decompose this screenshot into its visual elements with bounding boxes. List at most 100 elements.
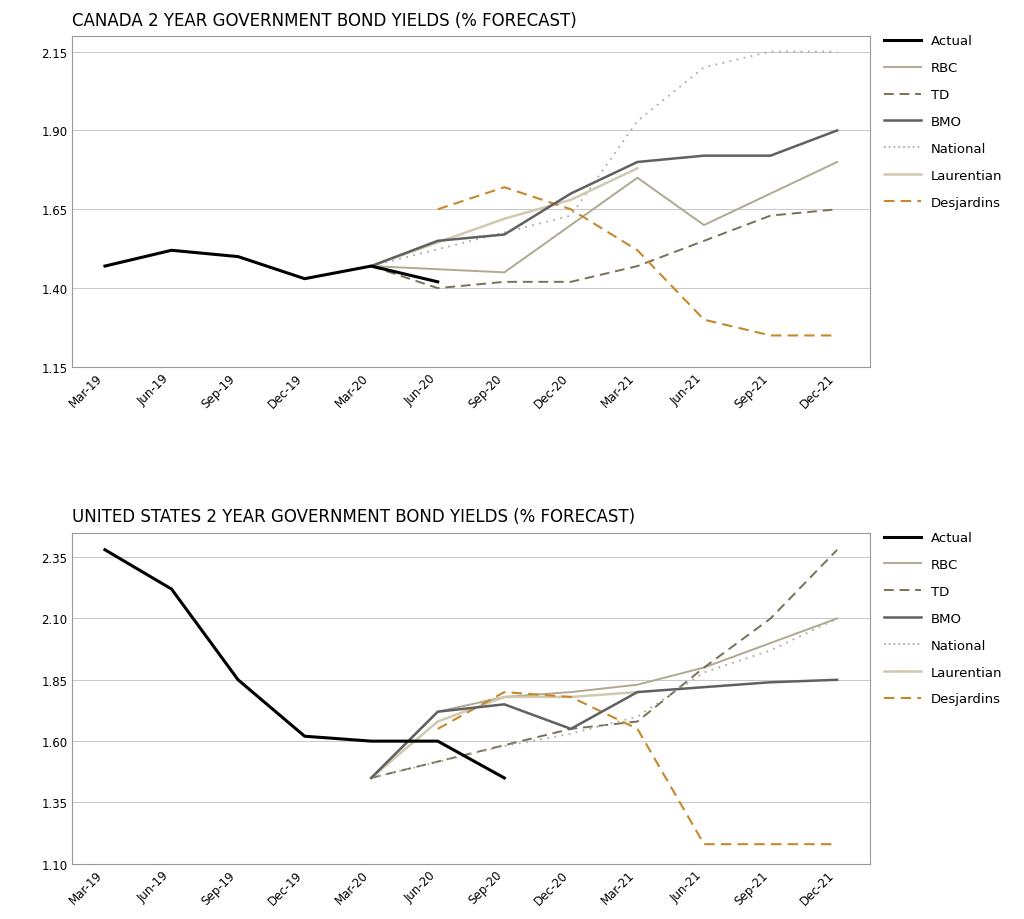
Laurentian (631, 164, 644, 175)
BMO (499, 230, 511, 241)
Legend: Actual, RBC, TD, BMO, National, Laurentian, Desjardins: Actual, RBC, TD, BMO, National, Laurenti… (879, 527, 1008, 711)
TD (764, 613, 777, 624)
RBC (831, 613, 844, 624)
RBC (499, 267, 511, 278)
BMO (631, 157, 644, 168)
Line: Desjardins: Desjardins (438, 188, 838, 336)
Desjardins (432, 205, 444, 216)
Line: RBC: RBC (372, 163, 838, 273)
Actual (231, 252, 245, 263)
RBC (631, 679, 644, 690)
BMO (698, 682, 711, 693)
RBC (432, 707, 444, 718)
Actual (299, 274, 311, 285)
Line: Laurentian: Laurentian (372, 169, 637, 267)
National (764, 645, 777, 656)
RBC (631, 173, 644, 184)
BMO (698, 151, 711, 162)
Desjardins (631, 723, 644, 734)
Actual (432, 736, 444, 747)
Actual (299, 731, 311, 742)
National (631, 117, 644, 128)
Desjardins (764, 331, 777, 342)
Desjardins (499, 686, 511, 698)
Line: Desjardins: Desjardins (438, 692, 838, 845)
Desjardins (698, 315, 711, 326)
National (631, 711, 644, 722)
Line: TD: TD (372, 550, 838, 778)
Actual (366, 736, 378, 747)
National (764, 47, 777, 58)
BMO (432, 236, 444, 247)
Desjardins (831, 839, 844, 850)
TD (831, 545, 844, 556)
RBC (499, 692, 511, 703)
BMO (831, 675, 844, 686)
Line: National: National (372, 52, 838, 267)
National (366, 773, 378, 784)
BMO (565, 188, 578, 199)
Actual (499, 773, 511, 784)
National (698, 667, 711, 678)
BMO (366, 773, 378, 784)
Actual (231, 675, 245, 686)
Actual (166, 584, 178, 595)
Legend: Actual, RBC, TD, BMO, National, Laurentian, Desjardins: Actual, RBC, TD, BMO, National, Laurenti… (879, 30, 1008, 215)
RBC (831, 157, 844, 168)
National (831, 47, 844, 58)
Actual (98, 545, 112, 556)
TD (698, 663, 711, 674)
Laurentian (366, 773, 378, 784)
TD (432, 283, 444, 294)
TD (631, 716, 644, 727)
Text: UNITED STATES 2 YEAR GOVERNMENT BOND YIELDS (% FORECAST): UNITED STATES 2 YEAR GOVERNMENT BOND YIE… (72, 508, 635, 526)
Laurentian (565, 692, 578, 703)
Desjardins (764, 839, 777, 850)
Desjardins (565, 692, 578, 703)
RBC (764, 638, 777, 649)
Line: RBC: RBC (372, 618, 838, 778)
Laurentian (432, 716, 444, 727)
RBC (366, 261, 378, 272)
BMO (499, 699, 511, 710)
BMO (432, 707, 444, 718)
Desjardins (698, 839, 711, 850)
Laurentian (499, 214, 511, 225)
Line: Actual: Actual (105, 550, 505, 778)
Desjardins (432, 723, 444, 734)
National (565, 210, 578, 221)
Line: BMO: BMO (372, 131, 838, 267)
National (831, 613, 844, 624)
BMO (831, 126, 844, 137)
BMO (565, 723, 578, 734)
BMO (764, 677, 777, 688)
BMO (764, 151, 777, 162)
RBC (698, 221, 711, 232)
Laurentian (366, 261, 378, 272)
Actual (166, 245, 178, 256)
Actual (366, 261, 378, 272)
Laurentian (499, 692, 511, 703)
Desjardins (499, 183, 511, 194)
Actual (432, 277, 444, 288)
TD (366, 261, 378, 272)
Line: Laurentian: Laurentian (372, 692, 637, 778)
Laurentian (631, 686, 644, 698)
TD (631, 261, 644, 272)
TD (499, 277, 511, 288)
Text: CANADA 2 YEAR GOVERNMENT BOND YIELDS (% FORECAST): CANADA 2 YEAR GOVERNMENT BOND YIELDS (% … (72, 12, 577, 29)
TD (565, 277, 578, 288)
Line: National: National (372, 618, 838, 778)
Laurentian (565, 195, 578, 206)
National (366, 261, 378, 272)
Actual (98, 261, 112, 272)
RBC (366, 773, 378, 784)
BMO (631, 686, 644, 698)
TD (698, 236, 711, 247)
National (698, 62, 711, 74)
National (565, 729, 578, 740)
Desjardins (831, 331, 844, 342)
BMO (366, 261, 378, 272)
Line: TD: TD (372, 210, 838, 289)
RBC (565, 221, 578, 232)
